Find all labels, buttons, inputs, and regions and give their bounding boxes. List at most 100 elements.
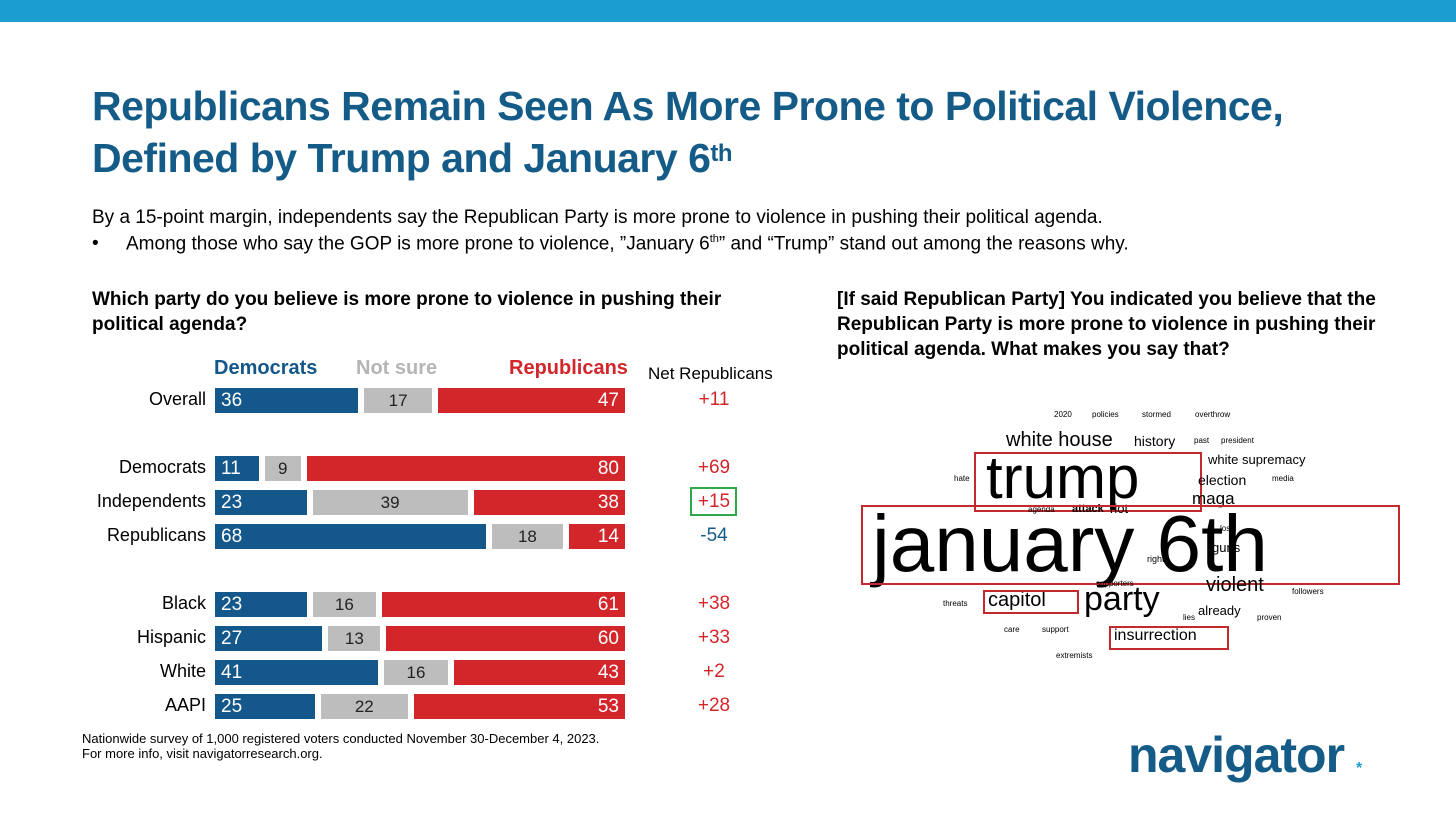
bar-republicans: 14 (569, 524, 625, 549)
question-left: Which party do you believe is more prone… (92, 289, 722, 335)
word-cloud-word: followers (1292, 587, 1324, 596)
net-value: +38 (697, 593, 731, 614)
net-republicans-header: Net Republicans (648, 364, 773, 383)
word-cloud-word: care (1004, 625, 1020, 634)
row-label: Republicans (106, 525, 206, 545)
page-title: Republicans Remain Seen As More Prone to… (92, 80, 1392, 184)
row-label: Overall (148, 389, 206, 409)
word-cloud-word: insurrection (1114, 627, 1197, 644)
row-label: Black (161, 593, 206, 613)
word-highlight-box (1109, 626, 1229, 650)
word-cloud-word: violent (1206, 574, 1264, 596)
net-value: +15 (697, 491, 731, 512)
word-cloud-word: maga (1192, 489, 1235, 508)
word-cloud-word: proven (1257, 613, 1282, 622)
bar-democrats: 36 (215, 388, 359, 413)
word-cloud-word: party (1084, 580, 1160, 618)
bullet-text: • Among those who say the GOP is more pro… (92, 233, 1129, 255)
bar-democrats: 41 (215, 660, 379, 685)
word-cloud-word: capitol (988, 589, 1046, 611)
question-right: [If said Republican Party] You indicated… (837, 289, 1376, 360)
bar-not-sure: 17 (364, 388, 432, 413)
word-highlight-box (974, 452, 1202, 512)
bar-not-sure: 16 (312, 592, 377, 617)
row-label: White (159, 661, 206, 681)
lead-text: By a 15-point margin, independents say t… (92, 207, 1103, 228)
title-superscript: th (710, 140, 733, 167)
bullet-text-a: Among those who say the GOP is more pron… (126, 233, 710, 255)
bullet-text-b: ” and “Trump” stand out among the reason… (718, 233, 1129, 255)
legend-democrats: Democrats (214, 357, 318, 379)
bar-not-sure: 16 (384, 660, 448, 685)
word-cloud-word: trump (986, 444, 1140, 511)
title-line-1: Republicans Remain Seen As More Prone to… (92, 83, 1284, 129)
net-value: +2 (703, 661, 725, 682)
word-cloud-word: past (1194, 436, 1210, 445)
word-cloud-word: extremists (1056, 651, 1093, 660)
bar-democrats: 27 (215, 626, 323, 651)
word-cloud-word: president (1221, 436, 1254, 445)
word-cloud-word: already (1198, 603, 1241, 618)
bar-republicans: 80 (306, 456, 625, 481)
row-label: Democrats (118, 457, 206, 477)
word-highlight-box (983, 590, 1079, 614)
footnote-line-1: Nationwide survey of 1,000 registered vo… (82, 731, 600, 746)
independents-highlight-box (690, 487, 737, 516)
bar-not-sure: 22 (320, 694, 409, 719)
word-cloud-word: policies (1092, 410, 1119, 419)
bullet-mark: • (92, 233, 99, 255)
net-value: +69 (697, 457, 731, 478)
word-cloud-word: supporters (1096, 579, 1134, 588)
legend-republicans: Republicans (509, 357, 628, 379)
bar-democrats: 11 (215, 456, 259, 481)
word-cloud-word: lost (1220, 524, 1233, 533)
navigator-logo-mark: * (1356, 760, 1363, 777)
bar-republicans: 53 (414, 694, 625, 719)
navigator-logo: navigator (1128, 727, 1345, 783)
word-cloud-word: stormed (1142, 410, 1171, 419)
word-cloud-word: support (1042, 625, 1069, 634)
bullet-superscript: th (709, 233, 719, 245)
word-cloud-word: right (1147, 554, 1165, 564)
word-cloud-word: media (1272, 474, 1294, 483)
word-highlight-box (861, 505, 1400, 585)
bar-democrats: 25 (215, 694, 315, 719)
bar-not-sure: 9 (264, 456, 301, 481)
bar-republicans: 60 (386, 626, 625, 651)
word-cloud-word: election (1198, 472, 1247, 488)
word-cloud-word: attack (1072, 503, 1104, 515)
word-cloud-word: 2020 (1054, 410, 1072, 419)
bar-democrats: 23 (215, 490, 307, 515)
bar-democrats: 68 (215, 524, 486, 549)
word-cloud-word: january 6th (872, 499, 1268, 588)
row-label: AAPI (164, 695, 206, 715)
bar-republicans: 47 (437, 388, 625, 413)
top-accent-bar (0, 0, 1456, 22)
net-value: +33 (697, 627, 731, 648)
bar-republicans: 43 (453, 660, 625, 685)
word-cloud-word: overthrow (1195, 410, 1231, 419)
title-line-2: Defined by Trump and January 6th (92, 132, 1392, 184)
row-label: Independents (96, 491, 206, 511)
bar-not-sure: 39 (312, 490, 468, 515)
word-cloud-word: hate (954, 474, 970, 483)
footnote: Nationwide survey of 1,000 registered vo… (82, 731, 599, 761)
net-value: -54 (700, 525, 728, 546)
footnote-line-2: For more info, visit navigatorresearch.o… (82, 746, 323, 761)
bar-republicans: 38 (473, 490, 625, 515)
net-value: +28 (697, 695, 731, 716)
bar-not-sure: 13 (328, 626, 381, 651)
title-line-2-main: Defined by Trump and January 6 (92, 135, 711, 181)
row-label: Hispanic (136, 627, 206, 647)
legend-not-sure: Not sure (356, 357, 438, 379)
word-cloud-word: agenda (1028, 505, 1055, 514)
word-cloud-word: white house (1006, 429, 1113, 451)
word-cloud-word: guns (1212, 540, 1241, 555)
bar-republicans: 61 (382, 592, 625, 617)
word-cloud-word: lies (1183, 613, 1196, 622)
word-cloud-word: white supremacy (1208, 452, 1306, 467)
bar-democrats: 23 (215, 592, 307, 617)
word-cloud-word: history (1134, 433, 1176, 449)
word-cloud: 2020 policies stormed overthrow white house h… (820, 400, 1440, 680)
bar-not-sure: 18 (491, 524, 564, 549)
